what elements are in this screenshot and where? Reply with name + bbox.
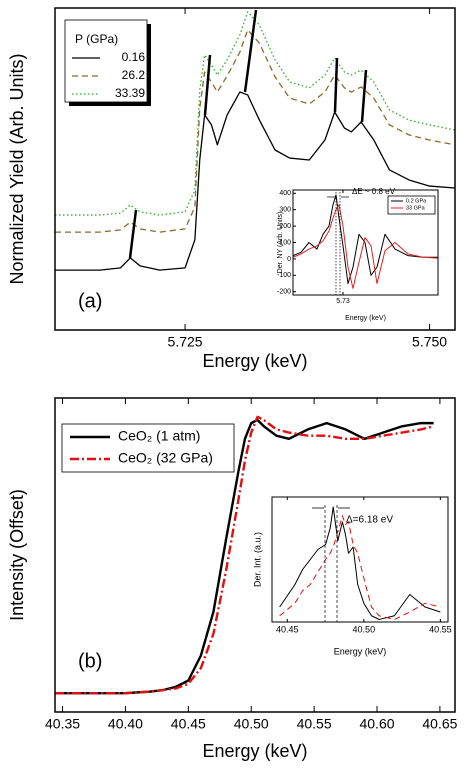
y-axis-label: Normalized Yield (Arb. Units) [7,53,27,284]
legend-label: 26.2 [122,68,146,82]
shift-bar [333,57,339,113]
shift-bar [243,9,258,93]
x-tick-label: 40.55 [429,624,452,634]
x-axis-label: Energy (keV) [202,351,307,371]
legend-box [64,19,148,103]
y-axis-label: Der. NY (Arb. Units) [277,212,284,274]
legend-title: P (GPa) [75,32,118,46]
plot-frame [54,397,456,713]
x-tick-label: 5.725 [168,333,203,349]
legend-label: 33 GPa [406,205,426,211]
plot-frame [54,7,456,331]
x-tick-label: 40.55 [297,715,332,731]
legend-label: 0.16 [122,50,146,64]
data-line [55,415,434,695]
annotation: Δ=6.18 eV [346,515,393,526]
data-line [55,29,456,233]
x-tick-label: 5.73 [336,298,350,305]
chart-panel: 40.35 40.40 40.45 40.50 40.55 40.60 40.65 Energ… [7,397,458,761]
y-tick-label: 0 [287,256,291,263]
y-tick-label: 300 [279,207,291,214]
x-axis-label: Energy (keV) [345,315,386,322]
data-line [55,91,456,271]
panel-label: (b) [78,650,102,672]
plot-layer: 5.725 5.750 Energy (keV) Normalized Yield (… [7,7,458,761]
chart-panel: 5.725 5.750 Energy (keV) Normalized Yield (… [7,7,456,371]
y-tick-label: 100 [279,239,291,246]
y-tick-label: 200 [279,223,291,230]
data-line [292,204,439,289]
data-line [279,515,441,620]
legend-label: 0.2 GPa [406,198,427,204]
x-tick-label: 40.45 [171,715,206,731]
x-axis-label: Energy (keV) [334,646,387,656]
x-axis-label: Energy (keV) [202,741,307,761]
shift-bar [128,209,138,259]
x-tick-label: 40.65 [422,715,457,731]
plot-frame [292,189,439,296]
legend-box [61,423,235,473]
chart-panel: 40.45 40.50 40.55 Energy (keV) Der. Int. (a.… [252,496,452,656]
annotation: ΔE ~ 0.8 eV [352,187,396,196]
y-tick-label: -100 [277,272,291,279]
legend-label: CeO₂ (1 atm) [118,428,200,444]
x-tick-label: 40.45 [276,624,299,634]
y-tick-label: -200 [277,289,291,296]
y-axis-label: Der. Int. (a.u.) [252,532,262,587]
decorations [128,9,368,622]
data-line [279,506,441,620]
x-tick-label: 40.40 [108,715,143,731]
shift-bar [360,69,368,123]
x-tick-label: 40.35 [45,715,80,731]
x-tick-label: 40.50 [353,624,376,634]
legend-label: CeO₂ (32 GPa) [118,450,213,466]
shift-bar [203,54,212,116]
panel-label: (a) [78,290,102,312]
x-tick-label: 40.50 [234,715,269,731]
legend-label: 33.39 [115,86,145,100]
x-tick-label: 40.60 [359,715,394,731]
y-tick-label: 400 [279,190,291,197]
y-axis-label: Intensity (Offset) [7,489,27,621]
chart-panel: 5.73 -200 -100 0 100 200 300 400 Energy (keV) Der… [277,187,439,322]
plot-frame [271,496,449,623]
x-tick-label: 5.750 [412,333,447,349]
